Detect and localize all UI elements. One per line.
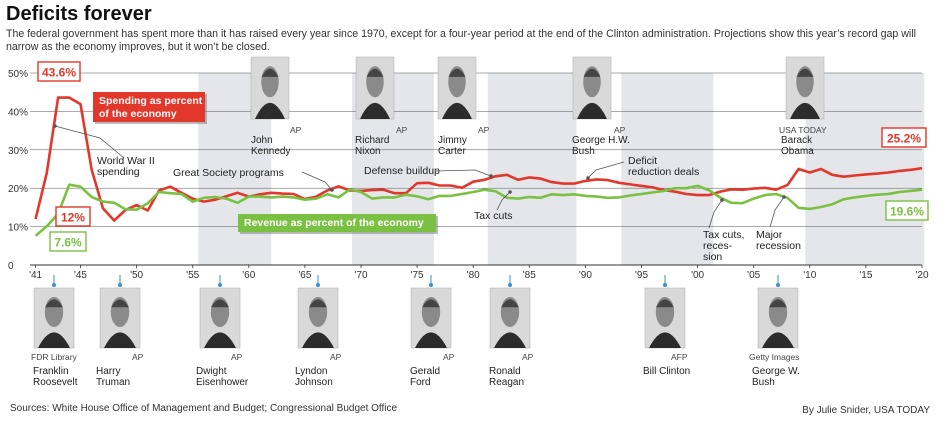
term-marker bbox=[316, 283, 320, 287]
source-note: Sources: White House Office of Managemen… bbox=[10, 403, 397, 414]
president-name-line: Truman bbox=[96, 377, 130, 388]
photo-credit: AP bbox=[231, 352, 243, 362]
president-name-line: Harry bbox=[96, 366, 120, 377]
term-marker bbox=[429, 283, 433, 287]
photo-credit: AP bbox=[522, 352, 534, 362]
label-spending-peak: 43.6% bbox=[42, 66, 76, 80]
annotation-defense-leader bbox=[435, 170, 491, 176]
term-band bbox=[488, 73, 577, 265]
x-tick-label: '45 bbox=[74, 270, 87, 281]
term-marker bbox=[508, 283, 512, 287]
annotation-tax-cuts: Tax cuts bbox=[474, 210, 513, 222]
annotation-great-society-leader bbox=[302, 172, 332, 190]
president-name-line: Dwight bbox=[196, 366, 227, 377]
annotation-deficit-deals-line: reduction deals bbox=[628, 166, 699, 178]
photo-credit: AP bbox=[132, 352, 144, 362]
y-tick-label: 40% bbox=[8, 107, 28, 118]
label-spending-end: 25.2% bbox=[887, 132, 921, 146]
x-tick-label: '95 bbox=[635, 270, 648, 281]
term-marker bbox=[52, 283, 56, 287]
president-name-line: Jimmy bbox=[438, 135, 467, 146]
label-revenue-start: 7.6% bbox=[54, 236, 82, 250]
president-name-line: Ronald bbox=[489, 366, 521, 377]
president-name-line: Gerald bbox=[410, 366, 440, 377]
label-revenue-end: 19.6% bbox=[890, 205, 924, 219]
x-tick-label: '10 bbox=[803, 270, 816, 281]
y-tick-label: 0 bbox=[8, 261, 14, 272]
photo-credit: AP bbox=[478, 125, 490, 135]
president-name-line: Ford bbox=[410, 377, 431, 388]
x-tick-label: '15 bbox=[859, 270, 872, 281]
annotation-deficit-leader-dot bbox=[586, 176, 590, 180]
photo-credit: FDR Library bbox=[31, 352, 78, 362]
annotation-great-society-leader-dot bbox=[330, 188, 334, 192]
x-tick-label: '41 bbox=[29, 270, 42, 281]
president-name-line: Barack bbox=[781, 135, 813, 146]
x-tick-label: '80 bbox=[467, 270, 480, 281]
y-tick-label: 20% bbox=[8, 184, 28, 195]
president-name-line: Bill Clinton bbox=[643, 366, 690, 377]
spending-label-box-text-line: Spending as percent bbox=[99, 95, 203, 107]
president-name-line: Lyndon bbox=[295, 366, 327, 377]
spending-label-box-text-line: of the economy bbox=[99, 108, 177, 120]
term-marker bbox=[118, 283, 122, 287]
x-tick-label: '85 bbox=[523, 270, 536, 281]
x-tick-label: '90 bbox=[579, 270, 592, 281]
annotation-wwii-line: spending bbox=[97, 166, 140, 178]
president-name-line: Kennedy bbox=[251, 146, 290, 157]
annotation-major-recession-line: recession bbox=[756, 240, 801, 252]
annotation-defense-leader-dot bbox=[489, 174, 493, 178]
x-tick-label: '50 bbox=[130, 270, 143, 281]
annotation-major-recession-leader-dot bbox=[782, 195, 786, 199]
x-tick-label: '05 bbox=[747, 270, 760, 281]
term-marker bbox=[663, 283, 667, 287]
revenue-label-box-text-line: Revenue as percent of the economy bbox=[244, 217, 424, 229]
y-tick-label: 10% bbox=[8, 223, 28, 234]
photo-credit: AP bbox=[290, 125, 302, 135]
annotation-major-recession-leader bbox=[770, 197, 784, 227]
photo-credit: AP bbox=[330, 352, 342, 362]
president-name-line: Nixon bbox=[355, 146, 381, 157]
x-tick-label: '65 bbox=[298, 270, 311, 281]
president-name-line: Eisenhower bbox=[196, 377, 249, 388]
president-name-line: Richard bbox=[355, 135, 389, 146]
president-name-line: John bbox=[251, 135, 273, 146]
y-tick-label: 30% bbox=[8, 146, 28, 157]
deficit-chart: 0 10% 20% 30% 40% 50% '41 '45 '50 '55 '60 '65 '70 '75… bbox=[0, 0, 940, 423]
president-name-line: Roosevelt bbox=[33, 377, 78, 388]
photo-credit: AFP bbox=[671, 352, 688, 362]
photo-credit: AP bbox=[614, 125, 626, 135]
president-name-line: Johnson bbox=[295, 377, 333, 388]
annotation-defense-buildup: Defense buildup bbox=[364, 165, 440, 177]
annotation-tax-cuts-leader-dot bbox=[508, 190, 512, 194]
x-tick-label: '20 bbox=[915, 270, 928, 281]
president-name-line: George H.W. bbox=[572, 135, 630, 146]
annotation-recession2001-leader-dot bbox=[720, 198, 724, 202]
president-name-line: Franklin bbox=[33, 366, 69, 377]
photo-credit: USA TODAY bbox=[779, 125, 827, 135]
byline: By Julie Snider, USA TODAY bbox=[802, 405, 930, 416]
label-spending-start: 12% bbox=[61, 211, 85, 225]
y-tick-label: 50% bbox=[8, 69, 28, 80]
x-tick-label: '75 bbox=[411, 270, 424, 281]
x-tick-label: '60 bbox=[242, 270, 255, 281]
president-name-line: Carter bbox=[438, 146, 466, 157]
annotation-wwii-leader-dot bbox=[53, 124, 57, 128]
president-name-line: Obama bbox=[781, 146, 814, 157]
president-name-line: Bush bbox=[752, 377, 775, 388]
annotation-deficit-leader bbox=[588, 162, 624, 178]
term-marker bbox=[218, 283, 222, 287]
x-tick-label: '00 bbox=[691, 270, 704, 281]
photo-credit: AP bbox=[396, 125, 408, 135]
x-tick-label: '70 bbox=[354, 270, 367, 281]
x-tick-label: '55 bbox=[186, 270, 199, 281]
president-name-line: George W. bbox=[752, 366, 800, 377]
president-name-line: Bush bbox=[572, 146, 595, 157]
photo-credit: AP bbox=[443, 352, 455, 362]
president-name-line: Reagan bbox=[489, 377, 524, 388]
term-marker bbox=[776, 283, 780, 287]
annotation-tax-cuts-recession-line: sion bbox=[703, 251, 722, 263]
annotation-great-society: Great Society programs bbox=[173, 167, 284, 179]
photo-credit: Getty Images bbox=[749, 352, 800, 362]
